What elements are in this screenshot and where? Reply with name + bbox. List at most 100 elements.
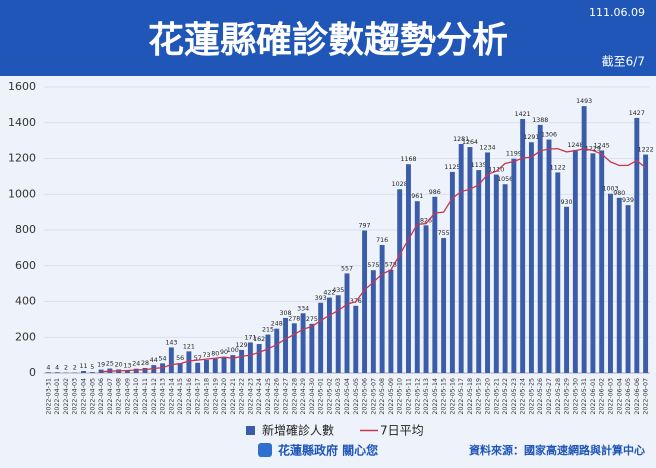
data-label: 755 [438,230,450,237]
y-tick-label: 200 [15,330,36,343]
data-label: 1168 [400,156,416,163]
x-tick-label: 2022-05-20 [485,378,492,415]
data-label: 56 [176,355,184,362]
x-tick-label: 2022-04-25 [265,378,272,415]
data-label: 1245 [594,142,610,149]
data-label: 20 [115,361,123,368]
x-tick-label: 2022-04-12 [151,378,158,415]
x-tick-label: 2022-05-10 [397,378,404,415]
x-tick-label: 2022-04-29 [300,378,307,415]
x-tick-label: 2022-05-15 [441,378,448,415]
data-label: 1222 [638,147,654,154]
x-tick-label: 2022-05-09 [388,378,395,415]
x-tick-label: 2022-06-01 [590,378,597,415]
data-label: 435 [332,287,344,294]
date: 111.06.09 [589,6,645,19]
bar [248,342,253,373]
x-tick-label: 2022-05-17 [458,378,465,415]
bar [257,344,262,373]
data-label: 1427 [629,110,645,117]
data-label: 24 [132,361,140,368]
data-label: 278 [288,315,300,322]
x-tick-label: 2022-05-12 [414,378,421,415]
x-tick-label: 2022-05-29 [564,378,571,415]
x-tick-label: 2022-04-21 [230,378,237,415]
bar [432,197,437,373]
x-tick-label: 2022-06-02 [599,378,606,415]
bar [169,347,174,373]
x-tick-label: 2022-05-26 [537,378,544,415]
bar [503,184,508,373]
x-tick-label: 2022-04-13 [160,378,167,415]
x-tick-label: 2022-04-27 [283,378,290,415]
x-tick-label: 2022-05-04 [344,378,351,415]
x-tick-label: 2022-06-07 [643,378,650,415]
x-tick-label: 2022-05-18 [467,378,474,415]
data-label: 1125 [444,164,460,171]
data-label: 13 [123,363,131,370]
bar [547,140,552,373]
data-label: 1291 [523,134,539,141]
x-tick-label: 2022-05-02 [326,378,333,415]
x-tick-label: 2022-05-27 [546,378,553,415]
x-tick-label: 2022-06-05 [625,378,632,415]
data-label: 980 [613,190,625,197]
x-tick-label: 2022-04-10 [133,378,140,415]
data-label: 716 [376,237,388,244]
data-label: 961 [411,193,423,200]
x-tick-label: 2022-05-22 [502,378,509,415]
x-tick-label: 2022-06-04 [616,378,623,415]
bar [283,318,288,373]
bar [459,144,464,373]
bar [55,372,60,373]
data-label: 25 [106,361,114,368]
y-tick-label: 600 [15,259,36,272]
x-tick-label: 2022-04-03 [72,378,79,415]
bar [353,306,358,373]
data-label: 1493 [576,98,592,105]
bar [265,335,270,373]
data-label: 2 [73,365,77,372]
bar [643,155,648,373]
x-tick-label: 2022-05-06 [362,378,369,415]
x-tick-label: 2022-05-24 [520,378,527,415]
data-label: 1028 [392,181,408,188]
bar [599,150,604,373]
data-label: 275 [306,316,318,323]
bar [441,238,446,373]
x-tick-label: 2022-04-20 [221,378,228,415]
x-tick-label: 2022-04-14 [168,378,175,415]
bar [485,152,490,373]
bar [46,372,51,373]
x-tick-label: 2022-05-01 [318,378,325,415]
x-tick-label: 2022-04-24 [256,378,263,415]
x-tick-label: 2022-05-11 [405,378,412,415]
x-tick-label: 2022-04-17 [195,378,202,415]
bar [467,147,472,373]
x-tick-label: 2022-04-15 [177,378,184,415]
bar [538,125,543,373]
bar [371,270,376,373]
data-label: 797 [359,223,371,230]
bar [336,295,341,373]
x-tick-label: 2022-05-23 [511,378,518,415]
x-tick-label: 2022-04-16 [186,378,193,415]
x-tick-label: 2022-05-31 [581,378,588,415]
bar [608,194,613,373]
bar [406,164,411,373]
logo [258,443,272,457]
y-tick-label: 1200 [8,152,36,165]
data-label: 28 [141,360,149,367]
x-tick-label: 2022-05-25 [528,378,535,415]
bar [204,360,209,373]
data-label: 143 [165,339,177,346]
y-tick-label: 1600 [8,80,36,93]
data-label: 1421 [515,111,531,118]
data-label: 575 [367,262,379,269]
legend-swatch [246,426,255,435]
data-label: 44 [150,357,158,364]
x-tick-label: 2022-04-28 [291,378,298,415]
bar [380,245,385,373]
x-tick-label: 2022-04-08 [116,378,123,415]
